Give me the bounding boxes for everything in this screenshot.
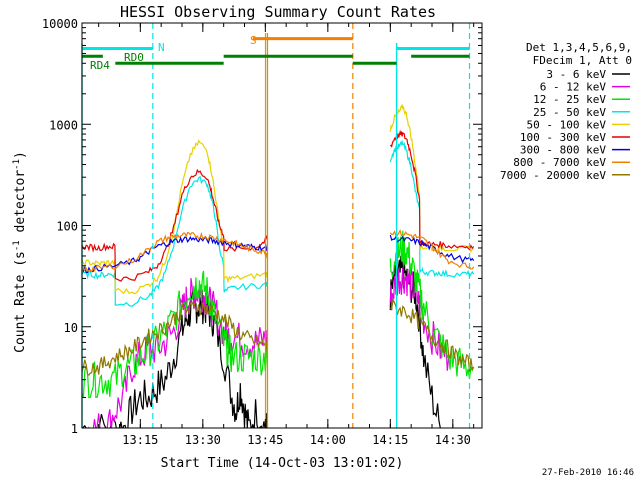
y-tick-label: 10: [64, 321, 78, 335]
x-tick-label: 13:30: [185, 433, 221, 447]
annotation-rd4: RD4: [90, 59, 110, 72]
annotation-rd0: RD0: [124, 51, 144, 64]
series-7000-20000-kev-seg1: [389, 297, 475, 372]
series-800-7000-kev-seg1: [389, 229, 475, 270]
plot-area: 13:15 13:30 13:45 14:00 14:15 14:30 1 10 100 1000…: [42, 17, 483, 447]
legend-label: 6 - 12 keV: [540, 81, 607, 94]
series-7000-20000-kev-seg0: [82, 300, 268, 376]
y-tick-label: 10000: [42, 17, 78, 31]
y-tick-label: 1000: [49, 118, 78, 132]
legend-label: 800 - 7000 keV: [513, 156, 606, 169]
markers-layer: [81, 23, 471, 428]
chart-title: HESSI Observing Summary Count Rates: [120, 3, 436, 21]
series-25-50-kev-seg0: [82, 175, 268, 307]
legend-label: 25 - 50 keV: [533, 106, 606, 119]
series-100-300-kev-seg1: [389, 129, 475, 251]
series-12-25-kev-seg1: [389, 230, 475, 380]
legend: Det 1,3,4,5,6,9, FDecim 1, Att 0 3 - 6 k…: [500, 41, 632, 182]
x-tick-label: 14:15: [372, 433, 408, 447]
plot-frame: [81, 22, 483, 429]
annotation-n: N: [158, 41, 165, 54]
x-tick-label: 14:00: [310, 433, 346, 447]
legend-header-1: Det 1,3,4,5,6,9,: [526, 41, 632, 54]
legend-label: 100 - 300 keV: [520, 131, 606, 144]
y-tick-label: 1: [71, 422, 78, 436]
flags-layer: [82, 37, 470, 65]
x-axis-label: Start Time (14-Oct-03 13:01:02): [161, 456, 404, 471]
series-800-7000-kev-seg0: [82, 231, 268, 273]
legend-label: 12 - 25 keV: [533, 93, 606, 106]
y-axis-label-mid: detector: [13, 170, 28, 241]
y-axis-label-exp2: -1: [12, 159, 22, 170]
series-6-12-kev-seg0: [84, 278, 268, 428]
series-3-6-kev-seg0: [82, 289, 268, 428]
legend-label: 3 - 6 keV: [546, 68, 606, 81]
y-axis-label-exp1: -1: [12, 240, 22, 251]
legend-label: 7000 - 20000 keV: [500, 169, 606, 182]
x-tick-label: 13:45: [247, 433, 283, 447]
series-6-12-kev-seg1: [389, 267, 450, 371]
series-layer: [82, 104, 475, 428]
y-tick-label: 100: [56, 220, 78, 234]
timestamp: 27-Feb-2010 16:46: [542, 468, 634, 478]
annotation-s: S: [250, 34, 257, 47]
legend-header-2: FDecim 1, Att 0: [533, 54, 632, 67]
y-axis-label-base: Count Rate (s: [13, 251, 28, 353]
x-tick-label: 13:15: [122, 433, 158, 447]
series-50-100-kev-seg1: [389, 104, 474, 254]
ticks-layer: 13:15 13:30 13:45 14:00 14:15 14:30 1 10 100 1000…: [42, 17, 482, 447]
x-tick-label: 14:30: [435, 433, 471, 447]
legend-label: 50 - 100 keV: [527, 118, 607, 131]
series-50-100-kev-seg0: [82, 139, 268, 295]
y-axis-label-end: ): [13, 151, 28, 159]
legend-label: 300 - 800 keV: [520, 144, 606, 157]
y-axis-label: Count Rate (s-1 detector-1): [12, 151, 28, 353]
series-100-300-kev-seg0: [82, 168, 268, 282]
series-12-25-kev-seg0: [82, 270, 268, 399]
